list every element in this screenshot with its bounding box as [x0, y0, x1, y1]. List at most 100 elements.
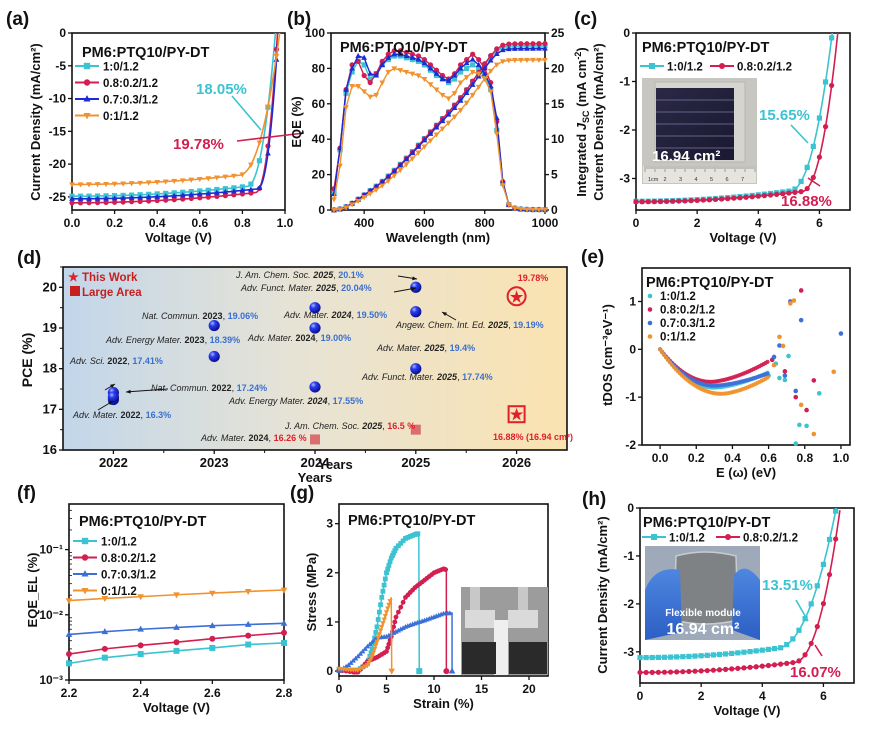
data-point	[357, 651, 364, 656]
data-point	[831, 369, 837, 375]
legend-label: This Work	[82, 272, 138, 284]
data-point	[391, 624, 397, 630]
x-tick-label: 6	[816, 216, 823, 230]
data-point	[511, 58, 518, 64]
pce-value: 18.39%	[210, 335, 241, 345]
data-point	[765, 646, 771, 653]
data-point	[421, 137, 428, 143]
ruler	[643, 166, 756, 183]
pce-value: 19.4%	[450, 343, 476, 353]
data-point	[797, 422, 802, 428]
y-tick-label: -1	[619, 74, 630, 88]
data-point	[367, 94, 374, 100]
data-point	[403, 52, 410, 59]
legend-marker	[647, 293, 653, 299]
data-point	[674, 669, 680, 675]
x-tick-label: 4	[759, 689, 766, 703]
data-point	[826, 536, 833, 543]
x-tick-label: 2025	[401, 455, 430, 470]
annotation-arrow	[807, 177, 821, 187]
data-point	[400, 538, 406, 544]
data-point	[409, 54, 416, 60]
data-point	[173, 639, 180, 646]
series-0:1/1.2	[336, 597, 396, 675]
plot-frame	[639, 507, 855, 684]
data-point	[637, 654, 643, 661]
y-tick-label: -1	[623, 549, 634, 563]
data-point	[463, 59, 470, 66]
data-point-literature	[309, 322, 321, 334]
data-point	[265, 104, 271, 110]
data-point	[505, 202, 512, 208]
series-0:1/1.2	[65, 587, 288, 605]
data-point	[222, 186, 228, 192]
separator: ,	[508, 320, 513, 330]
data-point	[771, 362, 777, 368]
data-point	[692, 653, 698, 659]
annotation: 19.78%	[173, 136, 224, 153]
x-tick-label: 0.6	[760, 451, 777, 465]
data-point	[487, 68, 494, 75]
annotation: 13.51%	[762, 577, 813, 594]
data-point	[421, 76, 428, 83]
data-point	[445, 77, 452, 83]
data-point	[69, 200, 75, 206]
data-point	[487, 89, 494, 95]
x-tick-label: 1000	[532, 216, 559, 230]
data-point	[759, 647, 765, 653]
data-point	[784, 660, 790, 666]
data-point	[137, 594, 144, 601]
y-tick-label: 3	[326, 517, 333, 531]
pce-value: 19.19%	[513, 320, 544, 330]
data-point	[493, 131, 500, 138]
data-point	[753, 664, 759, 670]
data-point	[374, 624, 380, 630]
data-point	[829, 35, 835, 41]
data-point	[196, 191, 203, 197]
data-point	[735, 665, 741, 672]
y-tick-label: -15	[49, 124, 67, 138]
data-point	[753, 648, 759, 654]
data-point	[439, 117, 446, 124]
data-point	[475, 84, 482, 90]
data-point	[94, 195, 101, 201]
data-point	[137, 625, 144, 632]
data-point	[445, 120, 452, 126]
chart-title: PM6:PTQ10/PY-DT	[79, 514, 206, 530]
legend-label: 0.7:0.3/1.2	[660, 318, 715, 330]
panel-h: (h) 0 2 4 6 0 -1 -2 -3 Voltage (V) Current Density…	[582, 489, 855, 718]
panel-f: (f) 2.2 2.4 2.6 2.8 10⁻³ 10⁻² 10⁻¹ Voltage (V) EQ…	[17, 483, 293, 715]
data-point	[798, 189, 804, 195]
data-point	[651, 199, 657, 205]
y2-axis-label-sup: -2	[573, 52, 583, 60]
data-point	[655, 669, 661, 675]
square-icon	[70, 286, 80, 296]
inset-photo-solar-module: 1cm 2 3 4 5 6 7 16.94 cm²	[642, 78, 757, 184]
arrow-head	[442, 312, 447, 316]
y2-tick-label: 25	[551, 26, 565, 40]
data-point	[761, 193, 768, 199]
data-point	[103, 181, 109, 188]
x-tick-label: 0.8	[796, 451, 813, 465]
data-point	[377, 628, 384, 634]
year: 2025	[487, 320, 509, 330]
star-icon: ★	[510, 407, 524, 424]
data-point	[145, 180, 152, 186]
data-point	[383, 633, 390, 639]
data-point	[343, 205, 349, 211]
data-point	[197, 188, 203, 194]
y-tick-label: -20	[49, 157, 67, 171]
x-tick-label: 5	[383, 682, 390, 696]
data-point	[796, 658, 802, 664]
point-label: 19.78%	[518, 273, 549, 283]
data-point	[380, 588, 386, 594]
data-point	[94, 199, 101, 206]
data-point	[771, 662, 778, 668]
data-point	[415, 73, 422, 79]
x-tick-label: 0	[637, 689, 644, 703]
data-point	[518, 207, 524, 213]
series-0:1/1.2	[69, 32, 281, 188]
data-point	[154, 179, 161, 186]
data-point	[445, 111, 452, 117]
x-axis-label: Voltage (V)	[714, 703, 781, 718]
